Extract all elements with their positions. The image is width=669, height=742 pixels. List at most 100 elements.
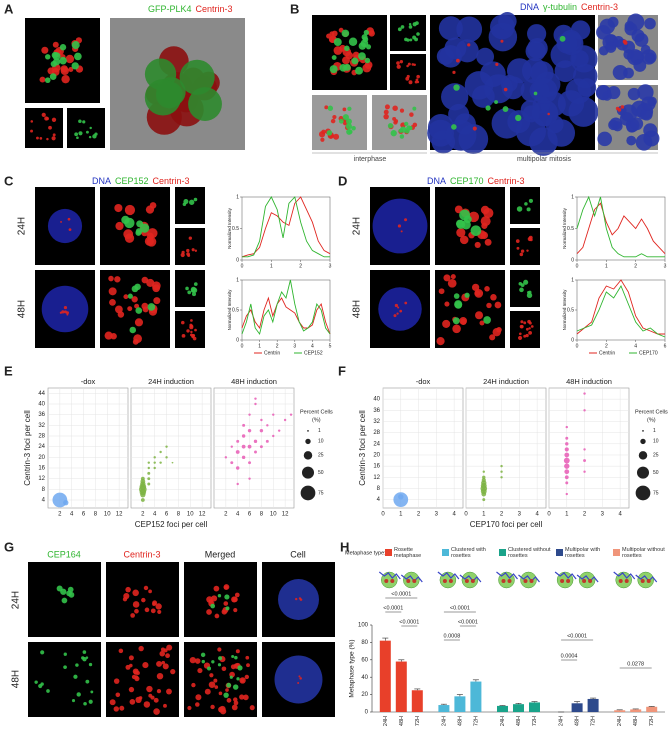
spot — [210, 704, 215, 710]
spot — [442, 319, 451, 328]
point — [254, 402, 257, 406]
spot — [554, 60, 577, 83]
spot — [156, 672, 164, 680]
spot — [329, 65, 338, 74]
micrograph — [184, 642, 257, 717]
x-tick-label: 0 — [547, 512, 551, 518]
spot — [456, 58, 460, 63]
point — [482, 498, 486, 502]
size-legend-label: 10 — [653, 439, 659, 445]
spot — [183, 198, 189, 205]
centrosome-icon — [384, 579, 389, 583]
spot — [484, 238, 492, 246]
stain-label: DNA — [92, 176, 111, 186]
spot — [597, 131, 612, 147]
spot — [233, 608, 238, 613]
micrographs — [25, 12, 660, 717]
spot — [447, 278, 457, 288]
spot — [630, 117, 644, 131]
spot — [194, 658, 201, 664]
stain-label: Centrin-3 — [153, 176, 190, 186]
spot — [515, 239, 520, 243]
spot — [223, 601, 229, 606]
spot — [413, 63, 416, 67]
bar — [513, 704, 524, 712]
size-legend-title: Percent Cells — [300, 409, 333, 415]
spot — [138, 645, 144, 652]
spot — [217, 663, 222, 667]
centrosome-icon — [464, 579, 469, 583]
spot — [412, 106, 417, 111]
spot — [452, 317, 460, 325]
line — [242, 196, 330, 258]
spot — [213, 678, 218, 683]
spot — [634, 33, 649, 47]
row-label: 24H — [11, 591, 22, 609]
spot — [507, 110, 531, 134]
dna-icon — [459, 574, 482, 583]
size-legend-mark — [636, 466, 650, 479]
y-tick-label: 4 — [377, 497, 381, 503]
spot — [399, 59, 404, 64]
legend-entry: Clustered with rosettes — [451, 547, 486, 559]
x-tick-label: 12 — [282, 512, 289, 518]
bar — [497, 705, 508, 712]
cell-icon — [637, 571, 654, 589]
bar — [614, 710, 626, 712]
spot — [400, 230, 403, 233]
legend-label: CEP170 — [639, 350, 658, 356]
spot — [209, 673, 214, 678]
legend-swatch — [442, 549, 449, 556]
spot — [179, 59, 215, 95]
spot — [88, 699, 93, 704]
spot — [408, 22, 412, 26]
x-tick-label: 72H — [532, 716, 538, 726]
stain-labels: DNA CEP170 Centrin-3 — [427, 176, 525, 186]
p-value: <0.0001 — [383, 605, 403, 611]
spot — [226, 682, 232, 688]
spot — [185, 286, 189, 291]
point — [241, 434, 246, 438]
spot — [68, 591, 75, 598]
y-tick-label: 1 — [571, 277, 574, 283]
point — [481, 478, 486, 483]
bar — [529, 702, 540, 712]
error-bar — [590, 697, 597, 699]
spot — [480, 231, 488, 240]
spot — [190, 286, 197, 293]
spot — [476, 47, 495, 66]
spot — [76, 136, 79, 140]
y-tick-label: 60 — [361, 657, 368, 663]
x-axis-label: CEP170 foci per cell — [470, 520, 543, 529]
y-tick-label: 100 — [358, 623, 369, 629]
spot — [397, 27, 402, 32]
micrograph — [184, 562, 257, 637]
spot — [65, 311, 69, 315]
p-value: 0.0004 — [561, 653, 578, 659]
spot — [153, 297, 161, 305]
legend-swatch — [556, 549, 563, 556]
dna-icon — [635, 574, 658, 583]
spot — [226, 697, 232, 703]
spot — [444, 301, 450, 307]
spot — [117, 311, 125, 318]
point — [272, 434, 275, 438]
size-legend-title: (%) — [647, 417, 656, 423]
size-legend-title: (%) — [312, 417, 321, 423]
spot — [342, 107, 347, 112]
spot — [61, 74, 70, 84]
x-tick-label: 24H — [441, 716, 447, 726]
spot — [412, 22, 417, 27]
point — [260, 418, 263, 422]
spot — [50, 60, 57, 68]
spot — [483, 316, 491, 324]
centrosome-icon — [588, 579, 593, 583]
micrograph — [175, 187, 205, 224]
spot — [641, 96, 656, 111]
y-tick-label: 0 — [571, 257, 574, 263]
spot — [394, 119, 399, 123]
cell-icon — [578, 571, 596, 589]
micrograph — [372, 95, 427, 150]
spot — [68, 66, 74, 72]
stain-labels: DNA CEP152 Centrin-3 — [92, 176, 190, 186]
